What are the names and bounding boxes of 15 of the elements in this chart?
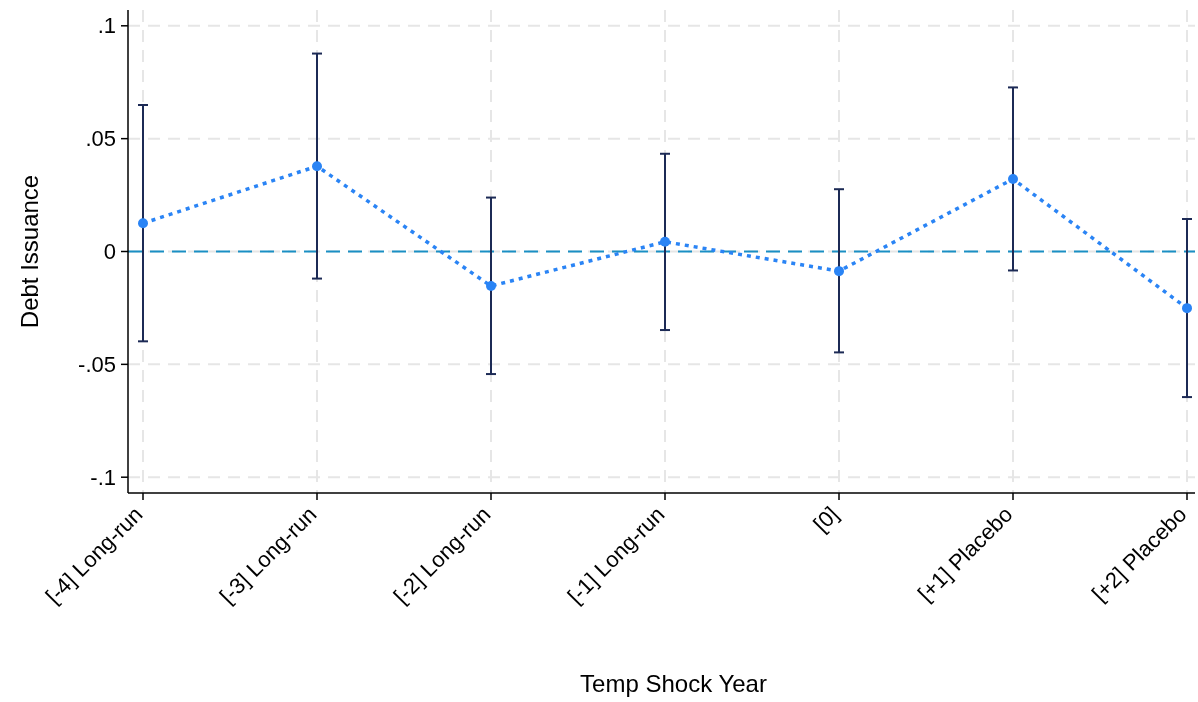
point [1008, 174, 1018, 185]
point [486, 281, 496, 292]
y-tick-label: -.1 [90, 464, 116, 490]
x-tick-label: [0] [808, 501, 844, 537]
point [312, 161, 322, 172]
y-axis-title: Debt Issuance [16, 174, 43, 329]
y-tick-label: .1 [97, 13, 116, 39]
point [834, 266, 844, 277]
point [660, 236, 670, 247]
y-tick-label: .05 [85, 126, 116, 152]
point [138, 218, 148, 229]
y-tick-label: 0 [103, 239, 116, 265]
x-axis-title: Temp Shock Year [580, 670, 767, 697]
y-tick-label: -.05 [78, 352, 116, 378]
point [1182, 303, 1192, 314]
